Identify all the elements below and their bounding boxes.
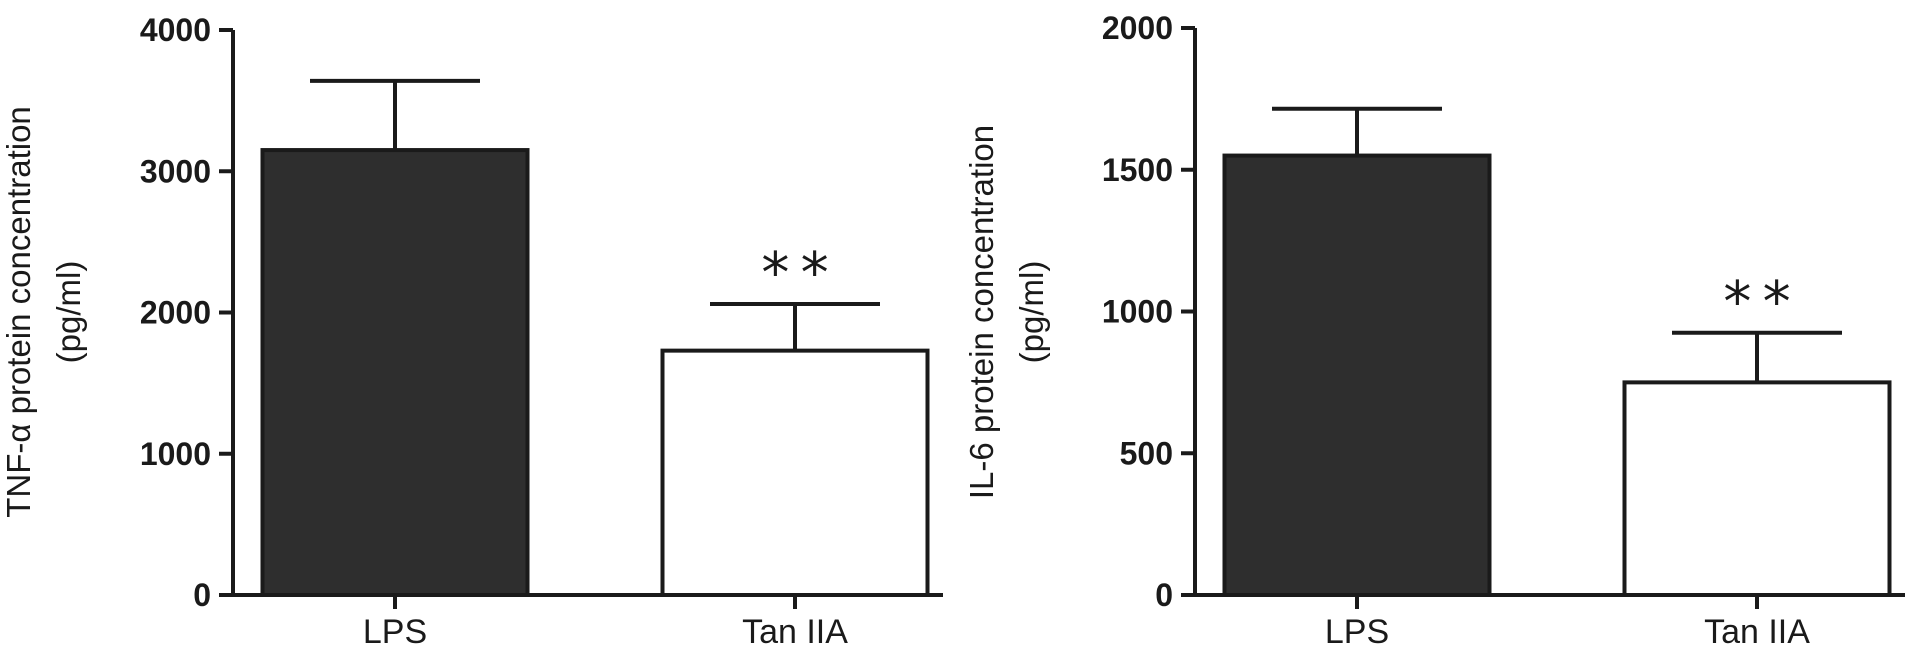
- bar-tan-iia: [660, 348, 930, 598]
- y-tick-label: 500: [1120, 435, 1173, 471]
- bar-tan-iia: [1622, 380, 1892, 597]
- y-tick-label: 1000: [140, 436, 211, 472]
- significance-annotation: * *: [1723, 270, 1790, 335]
- x-tick-label: Tan IIA: [1704, 613, 1810, 651]
- chart-panel-il-6: 0 500 1000 1500 2000 IL-6 protein concentrati…: [963, 10, 1905, 651]
- y-tick-label: 1000: [1102, 294, 1173, 330]
- y-tick-label: 0: [1155, 577, 1173, 613]
- y-tick-label: 2000: [1102, 10, 1173, 46]
- y-tick-label: 4000: [140, 12, 211, 48]
- y-tick-label: 0: [193, 577, 211, 613]
- y-axis-label: (pg/ml): [1013, 261, 1050, 364]
- y-axis-label: (pg/ml): [50, 261, 87, 364]
- bar-lps: [260, 148, 530, 597]
- significance-annotation: * *: [761, 241, 828, 306]
- y-axis-label: IL-6 protein concentration: [963, 125, 1000, 499]
- chart-panel-tnf-alpha: 0 1000 2000 3000 4000 TNF-α protein concentra…: [0, 12, 943, 651]
- y-axis-label: TNF-α protein concentration: [0, 106, 37, 518]
- y-tick-label: 3000: [140, 153, 211, 189]
- y-tick-label: 1500: [1102, 152, 1173, 188]
- x-tick-label: LPS: [1325, 613, 1389, 651]
- bar-lps: [1222, 153, 1492, 597]
- y-tick-label: 2000: [140, 295, 211, 331]
- x-tick-label: Tan IIA: [742, 613, 848, 651]
- x-tick-label: LPS: [363, 613, 427, 651]
